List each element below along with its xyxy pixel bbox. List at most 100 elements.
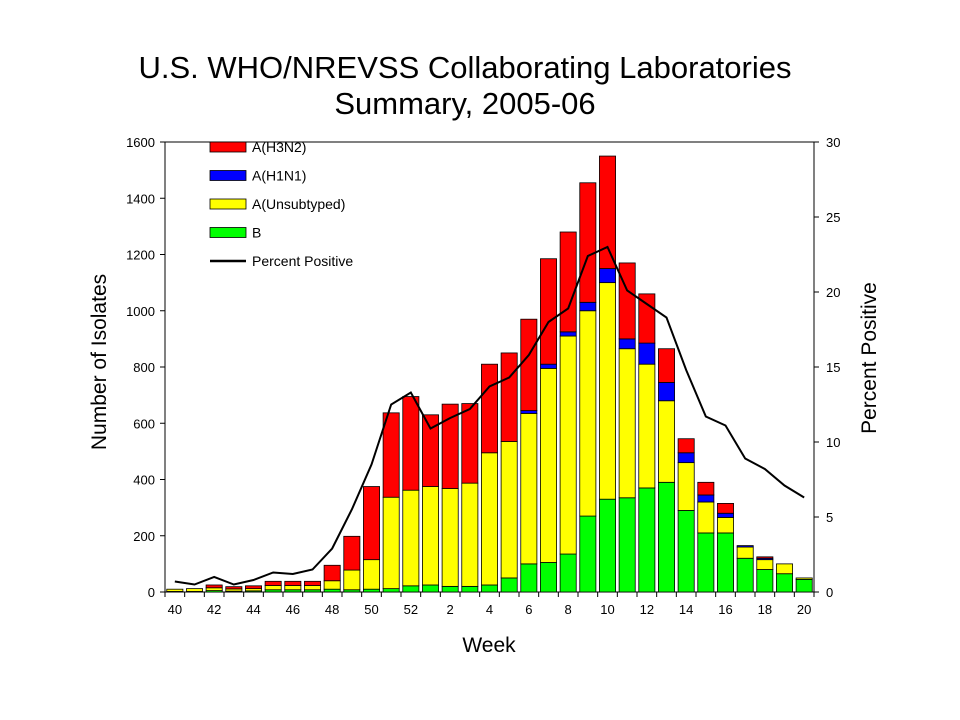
bar-segment-a-unsubtyped--week-45 [264, 585, 282, 591]
bar-segment-a-unsubtyped--week-1 [422, 486, 439, 586]
bar-segment-a-unsubtyped--week-17 [736, 546, 754, 559]
x-axis-title: Week [462, 634, 516, 657]
bar-segment-a-h1n1--week-10 [599, 268, 616, 284]
bar-segment-b-week-52 [402, 585, 420, 593]
bar-segment-a-unsubtyped--week-40 [166, 588, 184, 592]
bar-segment-a-h3n2--week-49 [343, 535, 361, 571]
x-tick-label: 18 [758, 602, 772, 617]
bar-segment-b-week-14 [677, 510, 695, 593]
bar-segment-a-unsubtyped--week-15 [697, 501, 715, 534]
bar-segment-a-h1n1--week-6 [520, 410, 538, 414]
y-tick-label: 1400 [126, 191, 155, 206]
bars-layer [166, 155, 813, 593]
y-axis-title: Number of Isolates [88, 274, 111, 450]
bar-segment-b-week-8 [559, 553, 577, 593]
bar-segment-a-h3n2--week-15 [697, 481, 715, 496]
bar-segment-b-week-4 [481, 584, 498, 593]
bar-segment-a-h3n2--week-50 [363, 486, 380, 561]
y-tick-label: 1000 [126, 304, 155, 319]
bar-segment-b-week-51 [382, 588, 400, 593]
y-tick-label: 600 [133, 416, 155, 431]
bar-segment-a-h3n2--week-4 [481, 363, 498, 454]
bar-segment-a-h3n2--week-51 [382, 412, 400, 498]
y-tick-label: 800 [133, 360, 155, 375]
bar-segment-a-unsubtyped--week-4 [481, 452, 498, 586]
bar-segment-a-unsubtyped--week-50 [363, 559, 380, 590]
legend-label-a-unsubtyped: A(Unsubtyped) [252, 196, 345, 212]
bar-segment-a-h1n1--week-16 [717, 512, 734, 518]
bar-segment-a-unsubtyped--week-46 [284, 585, 302, 591]
y-tick-label: 1200 [126, 248, 155, 263]
bar-segment-b-week-3 [461, 585, 479, 593]
chart-title: U.S. WHO/NREVSS Collaborating Laboratori… [139, 50, 792, 85]
bar-segment-a-h3n2--week-18 [756, 556, 774, 559]
bar-segment-a-h1n1--week-11 [618, 338, 636, 350]
x-tick-label: 16 [718, 602, 732, 617]
bar-segment-b-week-6 [520, 563, 538, 593]
y2-tick-label: 0 [826, 585, 833, 600]
x-tick-label: 42 [207, 602, 221, 617]
legend-swatch-a-h3n2 [209, 141, 247, 153]
bar-segment-b-week-50 [363, 588, 380, 593]
bar-segment-b-week-5 [500, 577, 518, 593]
bar-segment-a-h3n2--week-9 [579, 182, 597, 303]
x-tick-label: 6 [525, 602, 532, 617]
bar-segment-a-h1n1--week-8 [559, 331, 577, 337]
bar-segment-a-h1n1--week-15 [697, 494, 715, 503]
legend-swatch-a-unsubtyped [209, 198, 247, 210]
x-tick-label: 40 [168, 602, 182, 617]
y-tick-label: 200 [133, 529, 155, 544]
bar-segment-b-week-19 [776, 573, 793, 593]
bar-segment-a-unsubtyped--week-18 [756, 559, 774, 570]
bar-segment-a-unsubtyped--week-42 [205, 587, 223, 591]
bar-segment-a-h3n2--week-10 [599, 155, 616, 269]
bar-segment-a-unsubtyped--week-5 [500, 441, 518, 579]
chart-subtitle: Summary, 2005-06 [334, 86, 595, 121]
x-tick-label: 50 [364, 602, 378, 617]
bar-segment-a-unsubtyped--week-2 [441, 488, 459, 587]
y2-axis-title: Percent Positive [858, 282, 881, 434]
bar-segment-a-h3n2--week-7 [540, 258, 557, 365]
y2-tick-label: 30 [826, 135, 840, 150]
axes-layer: 0 200 400 600 800 1000 1200 1400 1600 0 5 10 15 20 25 3… [126, 135, 840, 617]
bar-segment-a-unsubtyped--week-11 [618, 348, 636, 499]
bar-segment-a-unsubtyped--week-51 [382, 496, 400, 590]
legend-label-a-h1n1: A(H1N1) [252, 168, 306, 184]
bar-segment-b-week-18 [756, 569, 774, 593]
x-tick-label: 46 [286, 602, 300, 617]
bar-segment-a-h3n2--week-44 [245, 585, 262, 590]
bar-segment-a-unsubtyped--week-7 [540, 368, 557, 563]
bar-segment-a-h3n2--week-5 [500, 352, 518, 442]
x-tick-label: 20 [797, 602, 811, 617]
bar-segment-a-h1n1--week-14 [677, 452, 695, 464]
bar-segment-a-unsubtyped--week-9 [579, 310, 597, 517]
bar-segment-a-h3n2--week-48 [323, 564, 341, 582]
bar-segment-a-unsubtyped--week-19 [776, 563, 793, 575]
bar-segment-b-week-12 [638, 487, 656, 593]
percent-positive-line [174, 245, 805, 586]
x-tick-label: 12 [640, 602, 654, 617]
bar-segment-a-h3n2--week-6 [520, 318, 538, 412]
bar-segment-a-unsubtyped--week-12 [638, 363, 656, 489]
x-tick-label: 48 [325, 602, 339, 617]
bar-segment-a-h3n2--week-14 [677, 438, 695, 454]
bar-segment-a-h1n1--week-12 [638, 342, 656, 365]
bar-segment-b-week-15 [697, 532, 715, 593]
y-tick-label: 0 [148, 585, 155, 600]
y2-tick-label: 5 [826, 510, 833, 525]
bar-segment-b-week-10 [599, 498, 616, 593]
bar-segment-a-h3n2--week-8 [559, 231, 577, 333]
bar-segment-a-unsubtyped--week-10 [599, 282, 616, 500]
bar-segment-b-week-17 [736, 557, 754, 593]
y2-tick-label: 25 [826, 210, 840, 225]
bar-segment-a-h1n1--week-17 [736, 545, 754, 548]
bar-segment-a-h3n2--week-13 [658, 348, 675, 383]
bar-segment-a-h1n1--week-13 [658, 382, 675, 402]
bar-segment-a-h3n2--week-42 [205, 584, 223, 589]
bar-segment-a-unsubtyped--week-14 [677, 462, 695, 511]
bar-segment-a-h3n2--week-45 [264, 580, 282, 586]
bar-segment-a-unsubtyped--week-41 [186, 588, 203, 592]
bar-segment-a-unsubtyped--week-49 [343, 569, 361, 591]
y-tick-label: 1600 [126, 135, 155, 150]
